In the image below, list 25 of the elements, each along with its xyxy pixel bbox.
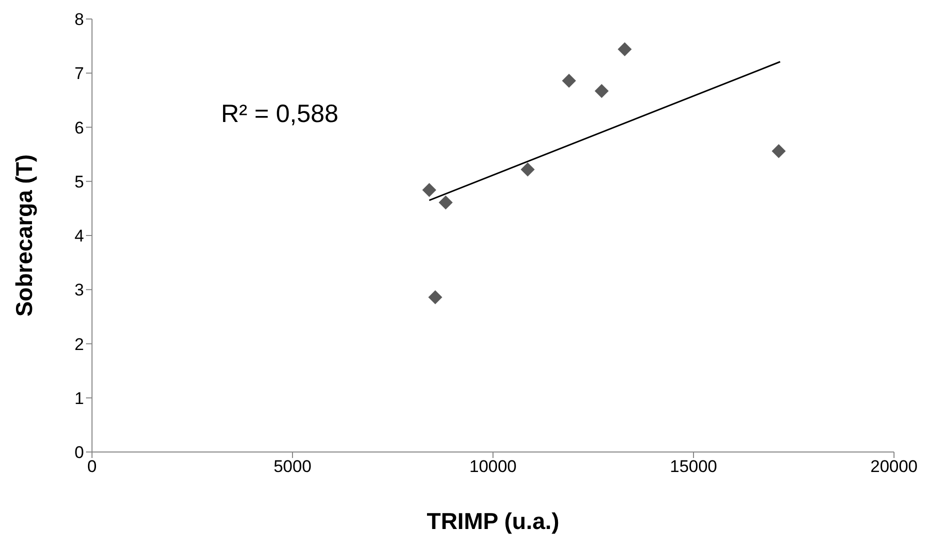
point [562,74,576,88]
point [594,84,609,98]
y-tick-label: 1 [74,388,84,408]
y-tick-label: 4 [74,226,84,246]
x-tick-label: 15000 [670,457,718,476]
x-tick-label: 5000 [274,457,312,476]
x-tick-label: 0 [87,457,97,476]
point [618,42,632,56]
y-tick-label: 6 [74,118,84,138]
x-tick-label: 20000 [870,457,918,476]
x-axis-title: TRIMP (u.a.) [426,508,560,534]
y-tick-label: 5 [74,172,84,192]
y-tick-label: 3 [74,280,84,300]
x-tick-label: 10000 [469,457,517,476]
y-tick-label: 0 [74,443,84,462]
y-tick-label: 2 [74,334,84,354]
point [428,290,442,304]
annotation: R² = 0,588 [221,100,338,129]
y-tick-label: 7 [74,64,84,84]
y-tick-label: 8 [74,10,84,30]
point [438,195,453,210]
point [520,162,535,176]
point [772,144,786,158]
point [422,183,436,198]
y-axis-title: Sobrecarga (T) [11,154,38,317]
